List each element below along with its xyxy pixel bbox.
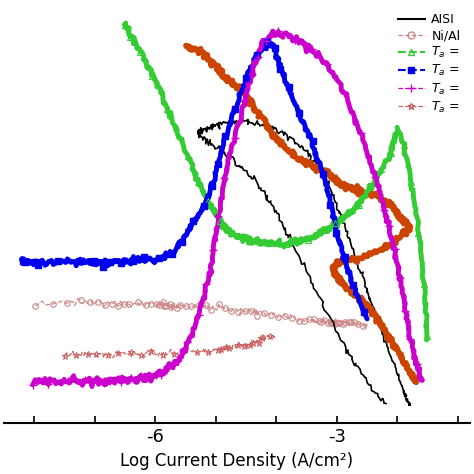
X-axis label: Log Current Density (A/cm²): Log Current Density (A/cm²) (120, 452, 354, 470)
Legend: AISI, Ni/Al, $T_a$ = , $T_a$ = , $T_a$ = , $T_a$ = : AISI, Ni/Al, $T_a$ = , $T_a$ = , $T_a$ =… (395, 10, 464, 118)
